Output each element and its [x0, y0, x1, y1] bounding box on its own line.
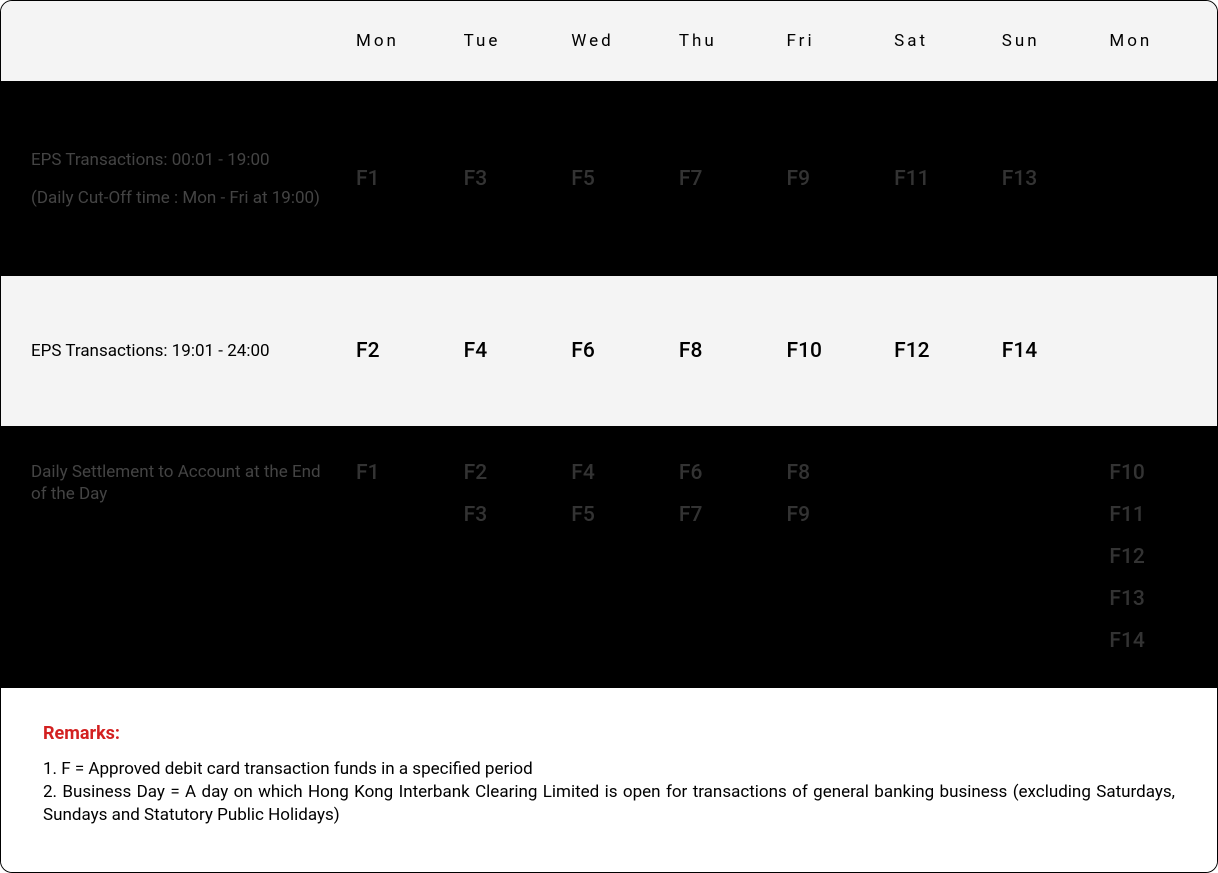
fund-value: F10 — [1109, 461, 1144, 485]
cell — [1109, 81, 1217, 276]
cell: F1 — [356, 426, 464, 688]
row-label-main: EPS Transactions: 00:01 - 19:00 — [31, 150, 326, 170]
fund-value: F3 — [464, 503, 488, 527]
cell: F6 F7 — [679, 426, 787, 688]
fund-value: F7 — [679, 167, 703, 191]
fund-value: F8 — [679, 339, 703, 363]
row-eps-1901-2400: EPS Transactions: 19:01 - 24:00 F2 F4 F6… — [1, 276, 1217, 426]
fund-value: F2 — [464, 461, 488, 485]
row-label-main: EPS Transactions: 19:01 - 24:00 — [31, 341, 326, 361]
fund-value: F6 — [571, 339, 595, 363]
cell: F2 F3 — [464, 426, 572, 688]
fund-value: F11 — [894, 167, 929, 191]
fund-value: F7 — [679, 503, 703, 527]
cell — [894, 426, 1002, 688]
row-daily-settlement: Daily Settlement to Account at the End o… — [1, 426, 1217, 688]
row-label: EPS Transactions: 19:01 - 24:00 — [1, 276, 356, 426]
fund-value: F11 — [1109, 503, 1144, 527]
fund-value: F9 — [787, 167, 811, 191]
fund-value: F12 — [894, 339, 929, 363]
row-label: EPS Transactions: 00:01 - 19:00 (Daily C… — [1, 81, 356, 276]
row-label-sub: (Daily Cut-Off time : Mon - Fri at 19:00… — [31, 188, 326, 208]
cell: F8 — [679, 276, 787, 426]
fund-value: F2 — [356, 339, 380, 363]
fund-value: F12 — [1109, 545, 1144, 569]
remarks-line: 2. Business Day = A day on which Hong Ko… — [43, 781, 1175, 827]
fund-value: F4 — [464, 339, 488, 363]
fund-value: F1 — [356, 167, 380, 191]
cell: F7 — [679, 81, 787, 276]
day-header: Mon — [356, 1, 464, 81]
cell: F14 — [1002, 276, 1110, 426]
cell: F9 — [787, 81, 895, 276]
fund-value: F13 — [1002, 167, 1037, 191]
fund-value: F1 — [356, 461, 380, 485]
header-label-spacer — [1, 1, 356, 81]
cell: F10 — [787, 276, 895, 426]
cell: F5 — [571, 81, 679, 276]
fund-value: F5 — [571, 167, 595, 191]
cell: F6 — [571, 276, 679, 426]
fund-value: F8 — [787, 461, 811, 485]
settlement-table: Mon Tue Wed Thu Fri Sat Sun Mon EPS Tran… — [0, 0, 1218, 873]
cell: F10 F11 F12 F13 F14 — [1109, 426, 1217, 688]
day-header: Sat — [894, 1, 1002, 81]
remarks-title: Remarks: — [43, 723, 1175, 744]
fund-value: F9 — [787, 503, 811, 527]
remarks-section: Remarks: 1. F = Approved debit card tran… — [1, 688, 1217, 872]
header-row: Mon Tue Wed Thu Fri Sat Sun Mon — [1, 1, 1217, 81]
cell: F12 — [894, 276, 1002, 426]
fund-value: F14 — [1002, 339, 1037, 363]
cell: F11 — [894, 81, 1002, 276]
cell: F3 — [464, 81, 572, 276]
fund-value: F4 — [571, 461, 595, 485]
fund-value: F5 — [571, 503, 595, 527]
day-header: Tue — [464, 1, 572, 81]
day-header: Thu — [679, 1, 787, 81]
fund-value: F14 — [1109, 629, 1144, 653]
day-header: Sun — [1002, 1, 1110, 81]
fund-value: F13 — [1109, 587, 1144, 611]
cell — [1109, 276, 1217, 426]
cell: F2 — [356, 276, 464, 426]
day-header: Wed — [571, 1, 679, 81]
cell: F4 F5 — [571, 426, 679, 688]
cell: F8 F9 — [787, 426, 895, 688]
fund-value: F6 — [679, 461, 703, 485]
remarks-line: 1. F = Approved debit card transaction f… — [43, 758, 1175, 781]
day-header: Mon — [1109, 1, 1217, 81]
row-label: Daily Settlement to Account at the End o… — [1, 426, 356, 688]
cell: F4 — [464, 276, 572, 426]
remarks-body: 1. F = Approved debit card transaction f… — [43, 758, 1175, 827]
row-eps-0001-1900: EPS Transactions: 00:01 - 19:00 (Daily C… — [1, 81, 1217, 276]
fund-value: F10 — [787, 339, 822, 363]
row-label-main: Daily Settlement to Account at the End o… — [31, 461, 326, 505]
cell — [1002, 426, 1110, 688]
cell: F13 — [1002, 81, 1110, 276]
fund-value: F3 — [464, 167, 488, 191]
day-header: Fri — [787, 1, 895, 81]
cell: F1 — [356, 81, 464, 276]
